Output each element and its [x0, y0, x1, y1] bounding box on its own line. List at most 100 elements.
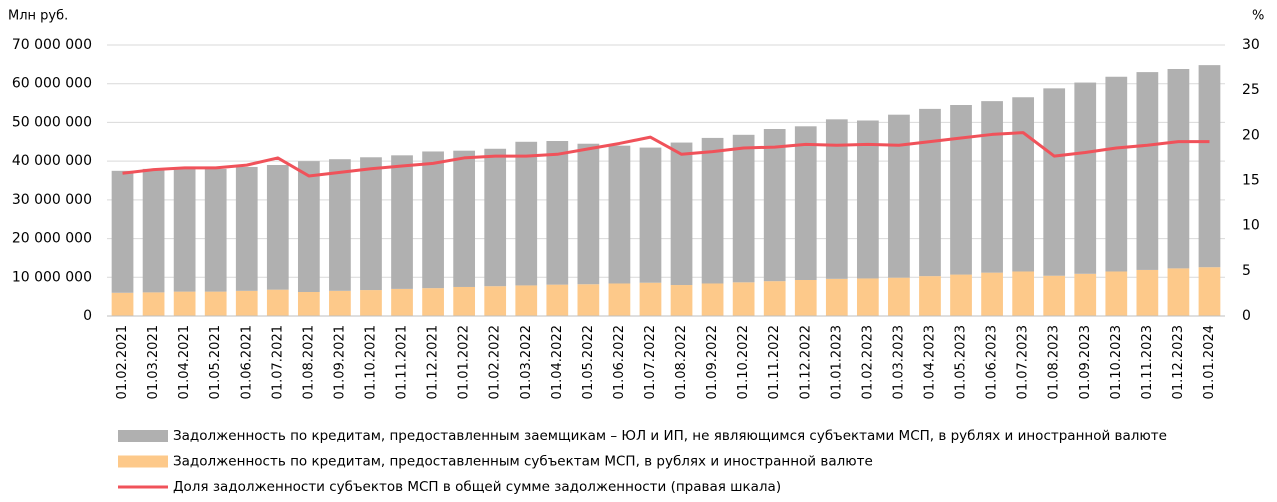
- x-tick-label: 01.04.2021: [177, 325, 192, 399]
- x-tick-label: 01.01.2024: [1202, 325, 1217, 399]
- x-tick-label: 01.02.2023: [860, 325, 875, 399]
- bar: [453, 150, 476, 287]
- bar: [111, 292, 134, 316]
- bar: [391, 288, 413, 316]
- bar: [639, 282, 662, 316]
- bar: [577, 143, 600, 285]
- bar: [981, 272, 1003, 316]
- legend-swatch: [118, 455, 168, 468]
- bar: [360, 157, 382, 291]
- y2-tick-label: 0: [1242, 308, 1251, 324]
- bar: [888, 277, 910, 316]
- bar: [1167, 69, 1190, 269]
- x-tick-label: 01.08.2023: [1047, 325, 1062, 399]
- bar: [1167, 268, 1190, 316]
- bar: [1012, 271, 1035, 316]
- bar: [235, 290, 258, 316]
- y2-tick-label: 20: [1242, 127, 1260, 143]
- bar: [204, 168, 227, 292]
- y2-tick-label: 15: [1242, 173, 1260, 189]
- x-tick-label: 01.10.2023: [1109, 325, 1124, 399]
- x-tick-label: 01.05.2021: [208, 325, 223, 399]
- bar: [950, 274, 972, 316]
- x-tick-label: 01.03.2023: [891, 325, 906, 399]
- x-tick-label: 01.06.2021: [239, 325, 254, 399]
- bar: [204, 291, 227, 316]
- legend-swatch: [118, 430, 168, 442]
- bar: [825, 278, 848, 316]
- bar: [1012, 97, 1035, 272]
- bar: [360, 290, 382, 316]
- x-tick-label: 01.07.2023: [1016, 325, 1031, 399]
- bar: [608, 283, 631, 316]
- bar: [1043, 88, 1066, 276]
- bar: [763, 129, 786, 282]
- bar: [484, 286, 507, 316]
- y2-tick-label: 30: [1242, 37, 1260, 53]
- bar: [794, 126, 817, 280]
- bar: [173, 291, 196, 316]
- y-tick-label: 30 000 000: [12, 192, 92, 208]
- y-tick-label: 60 000 000: [12, 76, 92, 92]
- bar: [1074, 82, 1097, 274]
- x-tick-label: 01.06.2022: [612, 325, 627, 399]
- bar: [856, 278, 879, 316]
- bar: [732, 282, 755, 316]
- bar: [142, 292, 165, 316]
- x-tick-label: 01.01.2022: [457, 325, 472, 399]
- x-tick-label: 01.03.2021: [146, 325, 161, 399]
- bar: [266, 289, 289, 316]
- bar: [950, 105, 972, 275]
- y2-tick-label: 10: [1242, 218, 1260, 234]
- bar: [763, 281, 786, 316]
- x-tick-label: 01.05.2022: [581, 325, 596, 399]
- x-tick-label: 01.01.2023: [829, 325, 844, 399]
- x-tick-label: 01.05.2023: [954, 325, 969, 399]
- bar: [825, 119, 848, 279]
- bar: [235, 166, 258, 291]
- bar: [329, 159, 351, 291]
- x-tick-label: 01.04.2022: [550, 325, 565, 399]
- bar: [484, 148, 507, 287]
- bar: [856, 120, 879, 279]
- bar: [919, 108, 941, 277]
- bar: [1136, 269, 1159, 316]
- x-tick-label: 01.10.2022: [736, 325, 751, 399]
- bar: [297, 161, 320, 292]
- bar: [639, 147, 662, 283]
- x-tick-label: 01.12.2021: [426, 325, 441, 399]
- x-tick-label: 01.11.2021: [395, 325, 410, 399]
- x-tick-label: 01.07.2021: [270, 325, 285, 399]
- bar: [670, 285, 693, 316]
- x-tick-label: 01.02.2022: [488, 325, 503, 399]
- bar: [142, 168, 165, 293]
- line: [122, 131, 1210, 178]
- bar: [422, 151, 444, 289]
- bar: [981, 101, 1003, 273]
- y2-unit-label: %: [1252, 9, 1264, 24]
- bar: [1105, 271, 1128, 316]
- bar: [888, 114, 910, 278]
- x-tick-label: 01.09.2023: [1078, 325, 1093, 399]
- x-tick-label: 01.08.2021: [301, 325, 316, 399]
- bar: [1198, 65, 1221, 268]
- bar: [794, 279, 817, 316]
- x-tick-label: 01.09.2021: [332, 325, 347, 399]
- legend-label: Задолженность по кредитам, предоставленн…: [173, 428, 1167, 444]
- x-tick-label: 01.07.2022: [643, 325, 658, 399]
- x-tick-label: 01.11.2023: [1140, 325, 1155, 399]
- bar: [422, 288, 444, 316]
- bar: [701, 137, 724, 284]
- x-tick-label: 01.06.2023: [985, 325, 1000, 399]
- bar: [297, 291, 320, 316]
- bar: [173, 168, 196, 292]
- bar: [577, 284, 600, 316]
- x-tick-label: 01.12.2023: [1171, 325, 1186, 399]
- y2-tick-label: 5: [1242, 263, 1251, 279]
- y-tick-label: 50 000 000: [12, 114, 92, 130]
- bar: [1198, 267, 1221, 316]
- bar: [1043, 275, 1066, 316]
- bar: [546, 141, 569, 285]
- y-tick-label: 0: [83, 308, 92, 324]
- bar: [111, 170, 134, 293]
